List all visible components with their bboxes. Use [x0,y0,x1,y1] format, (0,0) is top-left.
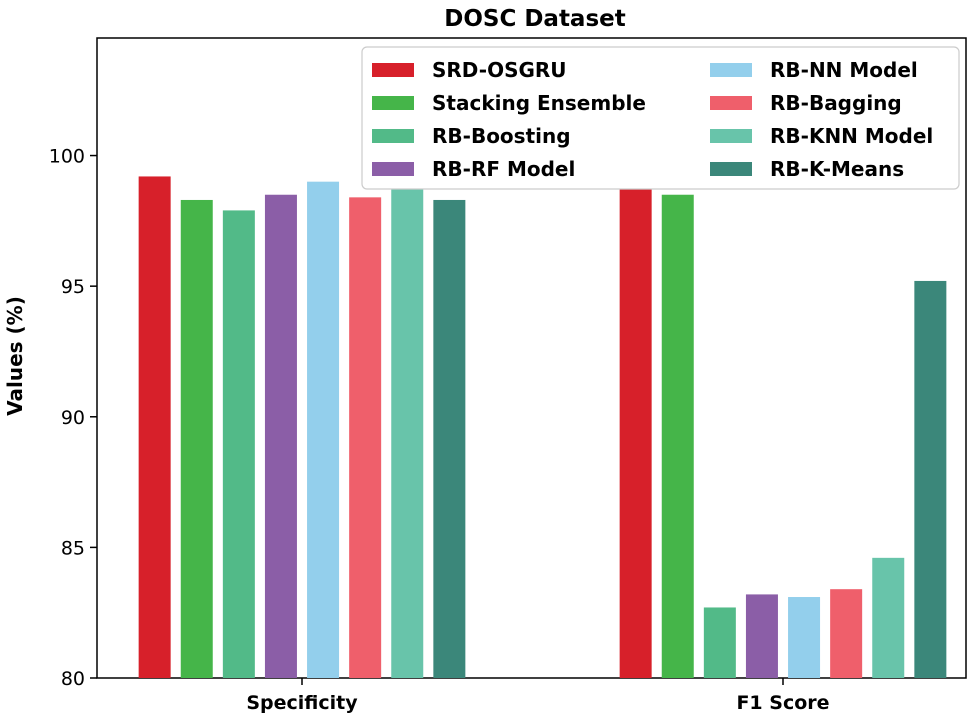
y-axis-label: Values (%) [3,296,27,416]
bar-rb-rf-model-f1-score [745,594,778,678]
bars-group [138,176,947,679]
y-tick-label: 85 [61,537,85,559]
y-tick-label: 100 [49,146,85,168]
legend-label: RB-Boosting [432,124,571,148]
legend-label: RB-RF Model [432,157,575,181]
bar-rb-knn-model-f1-score [872,557,905,678]
legend-label: SRD-OSGRU [432,58,567,82]
legend-box [361,46,960,190]
legend-label: RB-K-Means [770,157,904,181]
bar-rb-bagging-f1-score [830,589,863,678]
bar-rb-nn-model-f1-score [788,597,821,678]
bar-rb-bagging-specificity [349,197,382,679]
bar-rb-k-means-specificity [433,199,466,679]
bar-stacking-ensemble-specificity [180,199,213,679]
legend-swatch [710,162,752,176]
legend-label: RB-NN Model [770,58,918,82]
y-axis-ticks: 80 85 90 95 100 [49,146,97,690]
plot-area-frame [96,37,967,679]
legend-swatch [372,162,414,176]
bar-srd-osgru-f1-score [619,176,652,678]
legend-swatch [372,129,414,143]
bar-srd-osgru-specificity [138,176,171,678]
legend-label: Stacking Ensemble [432,91,646,115]
x-axis-ticks: Specificity F1 Score [246,678,830,714]
legend: SRD-OSGRU Stacking Ensemble RB-Boosting RB-… [361,46,960,190]
y-tick-label: 80 [61,668,85,690]
bar-stacking-ensemble-f1-score [661,194,694,679]
bar-rb-boosting-specificity [222,210,255,679]
x-tick-label: Specificity [246,692,358,714]
bar-rb-boosting-f1-score [703,607,736,678]
legend-label: RB-KNN Model [770,124,933,148]
bar-rb-knn-model-specificity [391,186,424,679]
legend-swatch [710,63,752,77]
x-tick-label: F1 Score [736,692,829,714]
bar-rb-rf-model-specificity [264,194,297,679]
legend-swatch [710,129,752,143]
legend-swatch [372,63,414,77]
y-tick-label: 95 [61,276,85,298]
legend-label: RB-Bagging [770,91,902,115]
chart-title: DOSC Dataset [444,6,626,32]
bar-rb-nn-model-specificity [307,181,340,678]
y-tick-label: 90 [61,407,85,429]
legend-swatch [710,96,752,110]
bar-rb-k-means-f1-score [914,280,947,678]
legend-swatch [372,96,414,110]
